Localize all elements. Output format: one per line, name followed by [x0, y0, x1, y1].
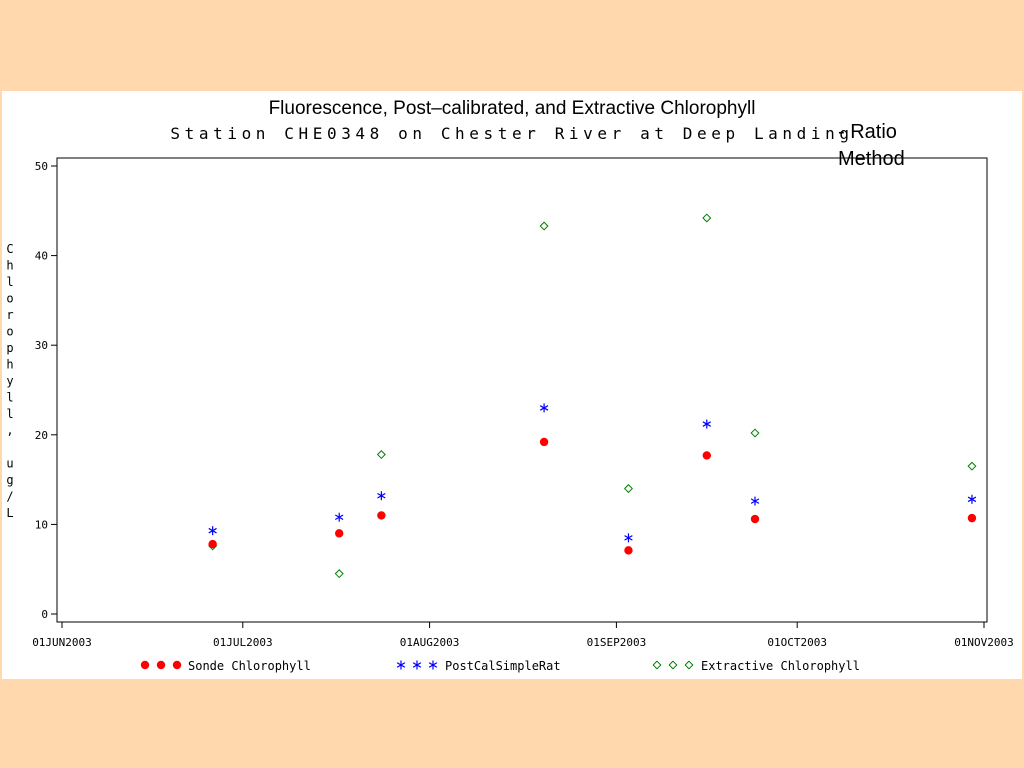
data-point-postcalsimplerat	[335, 512, 344, 522]
legend-label-postcalsimplerat: PostCalSimpleRat	[445, 659, 561, 673]
legend-label-sonde-chlorophyll: Sonde Chlorophyll	[188, 659, 311, 673]
data-point-sonde-chlorophyll	[539, 437, 549, 447]
data-point-postcalsimplerat	[702, 419, 711, 429]
data-point-postcalsimplerat	[750, 496, 760, 506]
data-point-sonde-chlorophyll	[335, 529, 344, 538]
legend-marker-extractive-chlorophyll	[652, 660, 662, 670]
x-tick-label: 01AUG2003	[400, 636, 460, 649]
legend: Sonde Chlorophyll PostCalSimpleRat Extract…	[140, 659, 860, 673]
legend-marker-postcalsimplerat	[428, 660, 438, 670]
legend-marker-extractive-chlorophyll	[684, 660, 694, 670]
data-point-extractive-chlorophyll	[623, 484, 633, 494]
x-tick-label: 01JUN2003	[32, 636, 92, 649]
x-tick-label: 01SEP2003	[587, 636, 647, 649]
data-point-extractive-chlorophyll	[376, 450, 386, 460]
data-point-sonde-chlorophyll	[967, 513, 977, 523]
data-point-extractive-chlorophyll	[967, 461, 977, 471]
legend-marker-postcalsimplerat	[412, 660, 422, 670]
x-tick-label: 01NOV2003	[954, 636, 1014, 649]
x-tick-label: 01OCT2003	[767, 636, 827, 649]
data-point-extractive-chlorophyll	[334, 569, 344, 579]
data-point-postcalsimplerat	[624, 533, 633, 543]
data-point-extractive-chlorophyll	[750, 428, 760, 438]
legend-marker-sonde-chlorophyll	[140, 660, 150, 670]
ratio-method-note: - Ratio Method	[838, 121, 905, 170]
data-point-sonde-chlorophyll	[750, 514, 760, 524]
y-tick-label: 0	[41, 608, 48, 621]
data-point-extractive-chlorophyll	[702, 213, 712, 223]
chart-title: Fluorescence, Post–calibrated, and Extra…	[269, 98, 756, 119]
data-point-sonde-chlorophyll	[208, 539, 217, 549]
chart-panel	[2, 91, 1022, 679]
y-tick-label: 30	[35, 339, 48, 352]
y-tick-label: 50	[35, 160, 48, 173]
y-tick-label: 40	[35, 250, 48, 263]
plot-frame	[56, 157, 988, 623]
plot-area: 0 10 20 30 40 50 01JUN2003 01JUL2003 01AUG2003 01…	[6, 157, 1014, 649]
legend-marker-extractive-chlorophyll	[668, 660, 678, 670]
y-tick-label: 10	[35, 518, 48, 531]
legend-marker-sonde-chlorophyll	[172, 660, 182, 670]
legend-marker-sonde-chlorophyll	[156, 660, 166, 670]
data-point-postcalsimplerat	[967, 494, 977, 504]
y-tick-label: 20	[35, 429, 48, 442]
data-point-postcalsimplerat	[208, 526, 217, 536]
data-point-sonde-chlorophyll	[624, 546, 633, 555]
data-point-postcalsimplerat	[539, 403, 549, 413]
x-tick-label: 01JUL2003	[213, 636, 273, 649]
data-point-extractive-chlorophyll	[539, 221, 549, 231]
chart-subtitle: Station CHE0348 on Chester River at Deep…	[170, 124, 853, 143]
data-point-postcalsimplerat	[377, 491, 386, 501]
legend-label-extractive-chlorophyll: Extractive Chlorophyll	[701, 659, 860, 673]
data-point-sonde-chlorophyll	[702, 451, 711, 460]
legend-marker-postcalsimplerat	[396, 660, 406, 670]
data-point-sonde-chlorophyll	[377, 511, 386, 520]
